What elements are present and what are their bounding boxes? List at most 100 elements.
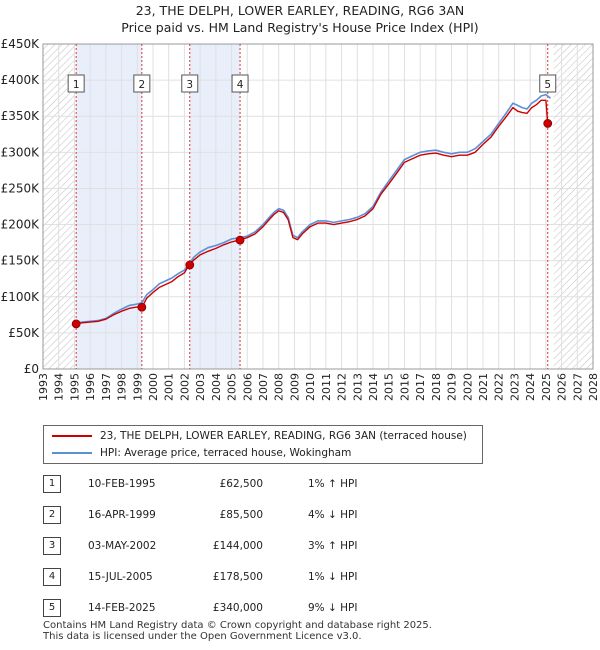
y-tick-label: £0: [24, 362, 39, 376]
legend-swatch-hpi: [52, 452, 92, 454]
sale-hpi-diff: 3% ↑ HPI: [308, 540, 358, 552]
sale-number-badge: 2: [43, 506, 61, 524]
sale-number-badge: 3: [43, 537, 61, 555]
x-tick-label: 2000: [147, 373, 160, 401]
x-tick-label: 2007: [257, 373, 270, 401]
x-tick-label: 1999: [131, 373, 144, 401]
x-tick-label: 2027: [571, 373, 584, 401]
ownership-band: [76, 44, 142, 369]
sale-label-number: 3: [186, 79, 193, 91]
table-row: 3 03-MAY-2002 £144,000 3% ↑ HPI: [43, 537, 463, 555]
x-tick-label: 2009: [288, 373, 301, 401]
legend-label-price-paid: 23, THE DELPH, LOWER EARLEY, READING, RG…: [100, 430, 467, 442]
footer-attribution: Contains HM Land Registry data © Crown c…: [43, 620, 432, 642]
sale-label-box: [539, 74, 557, 93]
x-tick-label: 2006: [241, 373, 254, 401]
table-row: 2 16-APR-1999 £85,500 4% ↓ HPI: [43, 506, 463, 524]
y-tick-label: £450K: [1, 37, 41, 51]
x-tick-label: 2016: [398, 373, 411, 401]
legend-swatch-price-paid: [52, 435, 92, 437]
x-tick-label: 1994: [53, 373, 66, 401]
series-line-price-paid: [74, 99, 551, 325]
table-row: 1 10-FEB-1995 £62,500 1% ↑ HPI: [43, 475, 463, 493]
sale-price: £62,500: [219, 478, 263, 490]
chart-legend: 23, THE DELPH, LOWER EARLEY, READING, RG…: [43, 425, 483, 464]
y-tick-label: £250K: [1, 181, 41, 195]
price-chart: £0 £50K £100K £150K £200K £250K £300K £350K £400…: [1, 37, 600, 401]
table-row: 5 14-FEB-2025 £340,000 9% ↓ HPI: [43, 599, 463, 617]
y-tick-label: £150K: [1, 254, 41, 268]
x-tick-label: 2023: [508, 373, 521, 401]
legend-label-hpi: HPI: Average price, terraced house, Woki…: [100, 447, 352, 459]
sale-label-number: 5: [544, 79, 551, 91]
x-tick-label: 2011: [320, 373, 333, 401]
x-tick-label: 2021: [477, 373, 490, 401]
sale-point: [137, 302, 147, 312]
series-line-hpi: [74, 93, 552, 325]
x-tick-label: 2005: [226, 373, 239, 401]
footer-line-2: This data is licensed under the Open Gov…: [43, 631, 362, 642]
x-tick-label: 2024: [524, 373, 537, 401]
sale-label-box: [231, 74, 249, 93]
x-tick-label: 1997: [100, 373, 113, 401]
x-tick-label: 1998: [116, 373, 129, 401]
y-tick-label: £100K: [1, 290, 41, 304]
x-tick-label: 2008: [273, 373, 286, 401]
x-tick-label: 2013: [351, 373, 364, 401]
sale-price: £144,000: [212, 540, 263, 552]
sale-hpi-diff: 9% ↓ HPI: [308, 602, 358, 614]
sale-label-box: [67, 74, 85, 93]
x-tick-label: 1995: [68, 373, 81, 401]
table-row: 4 15-JUL-2005 £178,500 1% ↓ HPI: [43, 568, 463, 586]
x-tick-label: 2018: [430, 373, 443, 401]
x-tick-label: 2002: [178, 373, 191, 401]
x-tick-label: 1996: [84, 373, 97, 401]
sale-date: 03-MAY-2002: [88, 540, 157, 552]
y-tick-label: £200K: [1, 218, 41, 232]
sale-hpi-diff: 1% ↓ HPI: [308, 571, 358, 583]
x-tick-label: 2028: [587, 373, 600, 401]
y-tick-label: £50K: [8, 326, 40, 340]
sale-date: 14-FEB-2025: [88, 602, 156, 614]
x-tick-label: 2019: [446, 373, 459, 401]
sale-price: £178,500: [212, 571, 263, 583]
sale-date: 15-JUL-2005: [88, 571, 153, 583]
chart-title-line-1: 23, THE DELPH, LOWER EARLEY, READING, RG…: [135, 3, 465, 18]
sale-point: [71, 319, 81, 329]
x-tick-label: 2015: [383, 373, 396, 401]
sale-number-badge: 4: [43, 568, 61, 586]
sale-number-badge: 1: [43, 475, 61, 493]
x-tick-label: 2004: [210, 373, 223, 401]
sale-number-badge: 5: [43, 599, 61, 617]
x-tick-label: 2012: [336, 373, 349, 401]
sale-price: £85,500: [219, 509, 263, 521]
chart-title: 23, THE DELPH, LOWER EARLEY, READING, RG…: [0, 2, 600, 36]
chart-title-line-2: Price paid vs. HM Land Registry's House …: [121, 20, 479, 35]
y-tick-label: £350K: [1, 109, 41, 123]
x-tick-label: 2026: [556, 373, 569, 401]
x-tick-label: 2020: [461, 373, 474, 401]
plot-frame: [42, 43, 594, 370]
ownership-band: [189, 44, 241, 369]
sale-date: 10-FEB-1995: [88, 478, 156, 490]
sale-price: £340,000: [212, 602, 263, 614]
x-tick-label: 2010: [304, 373, 317, 401]
hatched-region-after: [553, 44, 593, 369]
sale-hpi-diff: 4% ↓ HPI: [308, 509, 358, 521]
sale-label-number: 2: [138, 79, 145, 91]
y-tick-label: £300K: [1, 145, 41, 159]
sale-point: [185, 260, 195, 270]
x-tick-label: 2022: [493, 373, 506, 401]
sale-point: [543, 119, 553, 128]
x-tick-label: 2025: [540, 373, 553, 401]
sale-label-box: [133, 74, 151, 93]
sale-hpi-diff: 1% ↑ HPI: [308, 478, 358, 490]
sale-point: [235, 235, 245, 245]
sale-date: 16-APR-1999: [88, 509, 156, 521]
footer-line-1: Contains HM Land Registry data © Crown c…: [43, 620, 432, 631]
x-tick-label: 2001: [163, 373, 176, 401]
sale-label-number: 1: [73, 79, 80, 91]
x-tick-label: 1993: [37, 373, 50, 401]
x-tick-label: 2014: [367, 373, 380, 401]
sale-label-number: 4: [237, 79, 244, 91]
